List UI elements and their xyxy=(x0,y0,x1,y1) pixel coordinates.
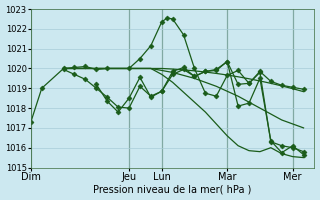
X-axis label: Pression niveau de la mer( hPa ): Pression niveau de la mer( hPa ) xyxy=(93,184,252,194)
